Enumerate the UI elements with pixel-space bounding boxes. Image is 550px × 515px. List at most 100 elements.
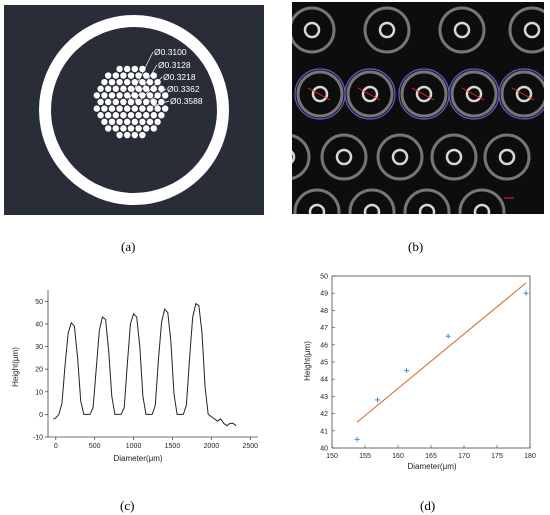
panel-a-fiber-drawing: Ø0.3100 Ø0.3128 Ø0.3218 Ø0.3362 Ø0.3588 — [4, 5, 264, 215]
chart-c-ytick-label: 20 — [35, 367, 43, 374]
chart-c-xtick-label: 1000 — [126, 443, 142, 450]
fiber-dot — [97, 98, 104, 106]
micro-core — [523, 21, 541, 39]
measure-line — [411, 87, 435, 101]
fiber-dot — [131, 65, 138, 73]
micro-ring — [346, 70, 394, 118]
chart-d-xtick-label: 155 — [359, 453, 371, 460]
fiber-dot — [93, 92, 101, 99]
micro-ring — [296, 70, 344, 118]
fiber-dot — [93, 105, 101, 112]
fiber-dot — [146, 118, 154, 126]
fiber-dot — [101, 92, 108, 99]
micro-ring — [458, 188, 506, 214]
measure-line — [307, 87, 331, 101]
micro-ring — [430, 133, 478, 181]
fiber-dot — [116, 131, 123, 139]
fiber-dot — [120, 125, 127, 132]
micro-ring — [293, 188, 341, 214]
fiber-dot — [124, 118, 131, 126]
fiber-dot — [116, 118, 123, 126]
chart-c-ytick-label: 40 — [35, 321, 43, 328]
micro-core — [498, 148, 516, 166]
micro-core — [363, 203, 381, 214]
chart-d-xlabel: Diameter(μm) — [407, 462, 456, 471]
fiber-dot — [116, 78, 123, 86]
micro-core — [378, 21, 396, 39]
fiber-dot-cluster — [93, 65, 169, 139]
panel-b-micrograph — [292, 2, 544, 214]
chart-d-ytick-label: 43 — [320, 394, 328, 401]
chart-d-xtick-label: 170 — [458, 453, 470, 460]
fiber-dot — [97, 112, 104, 119]
chart-d-scatter: 150 155 160 165 170 175 180 40 41 42 43 44 45 46 47 48 4… — [303, 274, 536, 472]
fiber-dot — [116, 65, 123, 73]
chart-d-ytick-label: 46 — [320, 342, 328, 349]
chart-c-xtick-label: 0 — [54, 443, 58, 450]
diameter-label-2: Ø0.3128 — [158, 60, 191, 70]
fiber-dot — [112, 125, 120, 132]
fiber-dot — [143, 125, 150, 132]
chart-d-ytick-label: 40 — [320, 446, 328, 453]
chart-c-axes — [47, 290, 258, 438]
chart-c-ytick-label: 0 — [39, 412, 43, 419]
fiber-dot — [124, 92, 131, 99]
diameter-label-3: Ø0.3218 — [163, 72, 196, 82]
fiber-dot — [158, 112, 165, 119]
fiber-dot — [135, 112, 142, 119]
caption-a: (a) — [121, 239, 136, 254]
fiber-dot — [112, 112, 120, 119]
fiber-dot — [120, 85, 127, 92]
chart-d-xtick-label: 160 — [392, 453, 404, 460]
chart-d-ylabel: Height(μm) — [303, 341, 312, 381]
fiber-dot — [150, 72, 157, 79]
fiber-dot — [131, 105, 138, 112]
outer-ring — [39, 15, 229, 205]
fiber-dot — [127, 112, 135, 119]
measure-line — [511, 87, 535, 101]
fiber-dot — [105, 112, 112, 119]
highlight-circle — [344, 68, 396, 120]
fiber-dot — [120, 72, 127, 79]
chart-c-xtick-label: 2500 — [242, 443, 258, 450]
fiber-dot — [146, 105, 154, 112]
caption-d: (d) — [420, 498, 436, 513]
fiber-dot — [131, 78, 138, 86]
chart-d-xtick-label: 180 — [524, 453, 536, 460]
micro-core — [361, 85, 379, 103]
measure-line — [357, 87, 381, 101]
micro-ring — [438, 6, 486, 54]
micro-core — [335, 148, 353, 166]
fiber-dot — [139, 78, 146, 86]
chart-d-ytick-label: 50 — [320, 274, 328, 281]
fiber-dot — [135, 85, 142, 92]
chart-c-ytick-label: 10 — [35, 389, 43, 396]
fiber-dot — [101, 118, 108, 126]
fiber-dot — [124, 65, 131, 73]
micro-core — [415, 85, 433, 103]
chart-c-height-profile: 0 500 1000 1500 2000 2500 -10 0 10 20 30 40 50 Diame… — [11, 290, 258, 463]
micro-core — [292, 150, 296, 164]
highlight-circle — [498, 68, 544, 120]
fiber-dot — [143, 98, 150, 106]
fiber-dot — [127, 125, 135, 132]
micro-core — [453, 21, 471, 39]
leader-lines — [128, 51, 170, 108]
fiber-dot — [150, 112, 157, 119]
chart-c-ytick-label: 30 — [35, 344, 43, 351]
chart-c-xtick-label: 1500 — [165, 443, 181, 450]
micro-ring — [508, 6, 544, 54]
caption-b: (b) — [408, 239, 424, 254]
fiber-dot — [105, 125, 112, 132]
micro-ring — [292, 6, 336, 54]
fiber-dot — [112, 85, 120, 92]
chart-c-ylabel: Height(μm) — [11, 347, 20, 387]
micro-ring-grid — [292, 6, 544, 214]
micro-core — [445, 148, 463, 166]
chart-d-ytick-label: 44 — [320, 377, 328, 384]
chart-c-xtick-label: 500 — [89, 443, 101, 450]
chart-d-ytick-label: 48 — [320, 308, 328, 315]
fiber-dot — [158, 85, 165, 92]
micro-core — [308, 203, 326, 214]
chart-c-ytick-label: 50 — [35, 299, 43, 306]
